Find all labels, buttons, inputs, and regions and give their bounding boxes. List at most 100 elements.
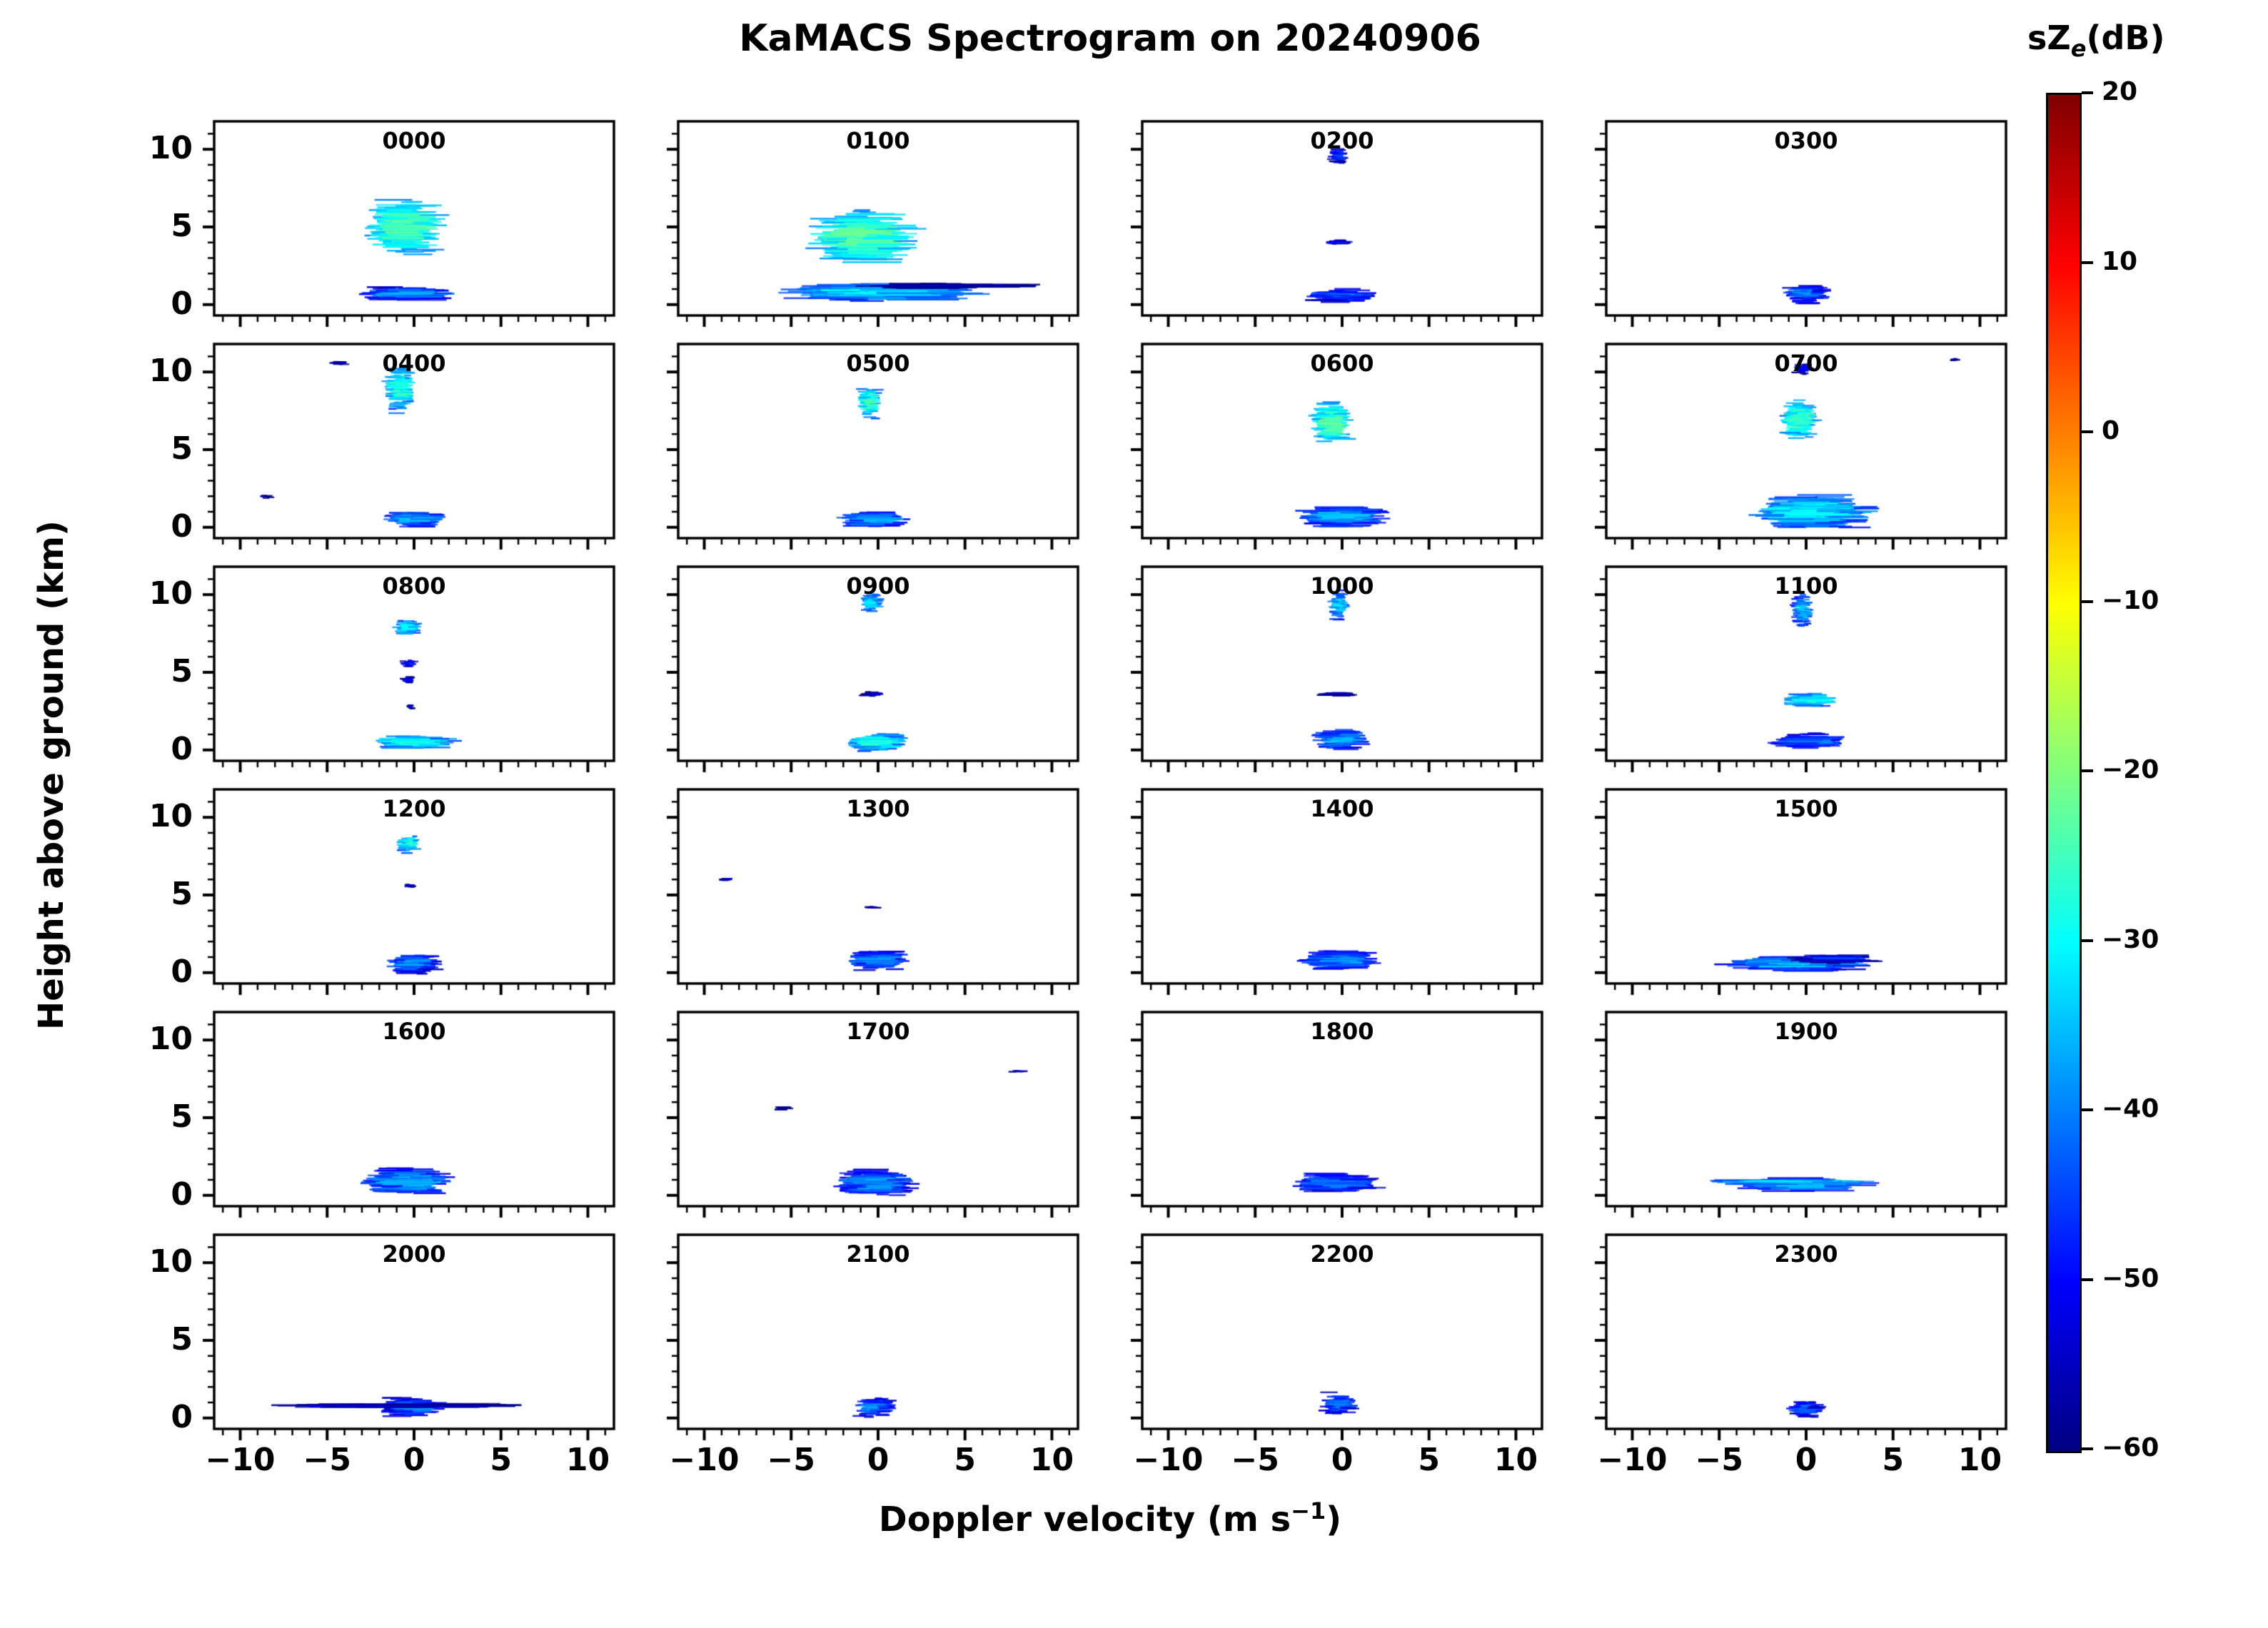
x-tick-label: 0 xyxy=(1331,1442,1354,1478)
y-tick-label: 10 xyxy=(148,130,193,167)
x-tick-label: −10 xyxy=(669,1442,740,1478)
x-tick-label: 5 xyxy=(1418,1442,1441,1478)
panel-plot-canvas xyxy=(190,338,620,562)
spectrogram-panel-2000: 2000 xyxy=(190,1229,620,1456)
panel-plot-canvas xyxy=(654,784,1084,1008)
spectrogram-panel-1300: 1300 xyxy=(654,784,1084,1011)
x-axis-label-exponent: −1 xyxy=(1291,1497,1326,1525)
x-tick-label: 0 xyxy=(1795,1442,1818,1478)
y-tick-label: 5 xyxy=(171,1098,193,1135)
x-tick-label: −5 xyxy=(1231,1442,1279,1478)
panel-plot-canvas xyxy=(1582,116,2012,340)
colorbar-tick-mark xyxy=(2082,600,2093,603)
panel-time-label: 0400 xyxy=(382,350,446,377)
panel-plot-canvas xyxy=(1118,561,1548,785)
panel-plot-canvas xyxy=(1582,561,2012,785)
spectrogram-panel-1000: 1000 xyxy=(1118,561,1548,788)
colorbar-tick-label: 0 xyxy=(2102,416,2120,445)
x-tick-label: −5 xyxy=(1695,1442,1743,1478)
panel-time-label: 1600 xyxy=(382,1018,446,1045)
spectrogram-panel-0400: 0400 xyxy=(190,338,620,565)
y-axis-label: Height above ground (km) xyxy=(31,520,71,1030)
panel-time-label: 0900 xyxy=(846,572,910,600)
spectrogram-panel-1500: 1500 xyxy=(1582,784,2012,1011)
x-axis-label-text: Doppler velocity (m s xyxy=(878,1500,1291,1539)
panel-time-label: 0600 xyxy=(1310,350,1374,377)
spectrogram-panel-1600: 1600 xyxy=(190,1006,620,1233)
x-tick-label: 5 xyxy=(1882,1442,1905,1478)
panel-time-label: 0200 xyxy=(1310,127,1374,154)
y-tick-label: 10 xyxy=(148,1243,193,1280)
spectrogram-panel-0700: 0700 xyxy=(1582,338,2012,565)
colorbar-tick-label: −60 xyxy=(2102,1433,2159,1462)
panel-time-label: 2000 xyxy=(382,1240,446,1268)
chart-title: KaMACS Spectrogram on 20240906 xyxy=(739,17,1481,60)
panel-time-label: 1700 xyxy=(846,1018,910,1045)
panel-time-label: 1400 xyxy=(1310,795,1374,822)
colorbar-label: sZe(dB) xyxy=(2027,19,2164,62)
y-tick-label: 0 xyxy=(171,730,193,767)
spectrogram-panel-0500: 0500 xyxy=(654,338,1084,565)
spectrogram-panel-1700: 1700 xyxy=(654,1006,1084,1233)
panel-time-label: 1800 xyxy=(1310,1018,1374,1045)
panel-plot-canvas xyxy=(190,116,620,340)
y-tick-label: 5 xyxy=(171,652,193,689)
panel-time-label: 1200 xyxy=(382,795,446,822)
x-tick-label: −5 xyxy=(303,1442,351,1478)
spectrogram-panel-0600: 0600 xyxy=(1118,338,1548,565)
colorbar-label-text: sZ xyxy=(2027,19,2071,57)
panel-time-label: 2200 xyxy=(1310,1240,1374,1268)
spectrogram-panel-0800: 0800 xyxy=(190,561,620,788)
panel-plot-canvas xyxy=(1118,1229,1548,1453)
x-tick-label: −5 xyxy=(767,1442,815,1478)
spectrogram-panel-0200: 0200 xyxy=(1118,116,1548,343)
spectrogram-panel-2200: 2200 xyxy=(1118,1229,1548,1456)
spectrogram-panel-0100: 0100 xyxy=(654,116,1084,343)
y-tick-label: 5 xyxy=(171,875,193,912)
spectrogram-panel-0000: 0000 xyxy=(190,116,620,343)
colorbar-tick-mark xyxy=(2082,1108,2093,1111)
panel-plot-canvas xyxy=(1118,1006,1548,1230)
panel-time-label: 2100 xyxy=(846,1240,910,1268)
panel-time-label: 2300 xyxy=(1774,1240,1838,1268)
spectrogram-panel-1900: 1900 xyxy=(1582,1006,2012,1233)
colorbar-tick-mark xyxy=(2082,1278,2093,1281)
y-tick-label: 10 xyxy=(148,798,193,835)
panel-time-label: 0300 xyxy=(1774,127,1838,154)
panel-plot-canvas xyxy=(1582,338,2012,562)
panel-time-label: 0700 xyxy=(1774,350,1838,377)
panel-time-label: 1900 xyxy=(1774,1018,1838,1045)
panel-plot-canvas xyxy=(190,1229,620,1453)
x-tick-label: 10 xyxy=(1029,1442,1074,1478)
spectrogram-panel-0900: 0900 xyxy=(654,561,1084,788)
panel-plot-canvas xyxy=(1118,784,1548,1008)
panel-plot-canvas xyxy=(654,561,1084,785)
colorbar-tick-label: −30 xyxy=(2102,924,2159,954)
panel-plot-canvas xyxy=(654,1006,1084,1230)
x-tick-label: 0 xyxy=(867,1442,889,1478)
y-tick-label: 10 xyxy=(148,1021,193,1058)
spectrogram-panel-1800: 1800 xyxy=(1118,1006,1548,1233)
panel-time-label: 1300 xyxy=(846,795,910,822)
y-tick-label: 5 xyxy=(171,207,193,244)
panel-plot-canvas xyxy=(190,1006,620,1230)
y-tick-label: 0 xyxy=(171,285,193,322)
colorbar-tick-mark xyxy=(2082,91,2093,94)
spectrogram-panel-1200: 1200 xyxy=(190,784,620,1011)
y-tick-label: 10 xyxy=(148,353,193,390)
x-tick-label: −10 xyxy=(1133,1442,1204,1478)
colorbar-tick-mark xyxy=(2082,1447,2093,1450)
colorbar-tick-mark xyxy=(2082,261,2093,264)
x-tick-label: −10 xyxy=(1597,1442,1668,1478)
x-tick-label: 5 xyxy=(490,1442,513,1478)
panel-plot-canvas xyxy=(654,338,1084,562)
panel-time-label: 0500 xyxy=(846,350,910,377)
y-tick-label: 0 xyxy=(171,1398,193,1435)
panel-time-label: 1000 xyxy=(1310,572,1374,600)
panel-time-label: 0100 xyxy=(846,127,910,154)
panel-time-label: 0800 xyxy=(382,572,446,600)
colorbar-tick-mark xyxy=(2082,430,2093,433)
x-tick-label: −10 xyxy=(205,1442,276,1478)
y-tick-label: 5 xyxy=(171,430,193,467)
colorbar-tick-label: −10 xyxy=(2102,585,2159,615)
